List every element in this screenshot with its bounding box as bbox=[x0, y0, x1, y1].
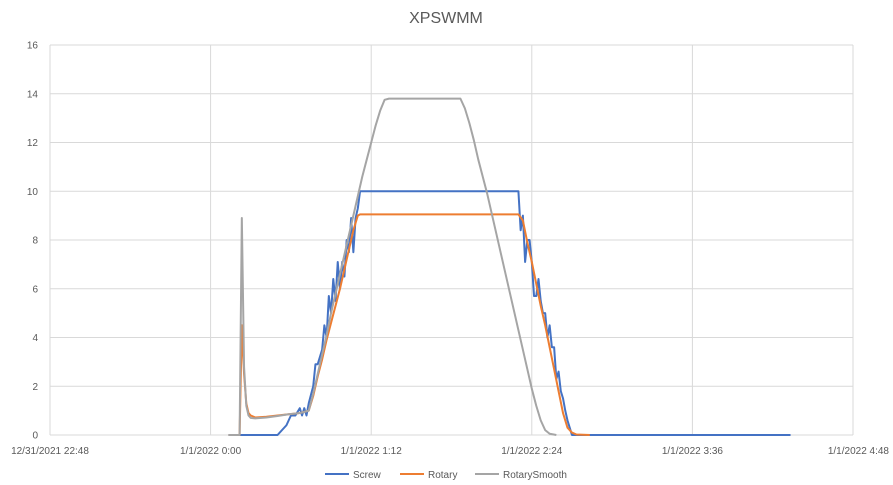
y-tick-label: 14 bbox=[27, 89, 39, 100]
x-tick-label: 1/1/2022 4:48 bbox=[828, 446, 890, 457]
x-tick-label: 1/1/2022 1:12 bbox=[341, 446, 403, 457]
legend-label: Rotary bbox=[428, 470, 457, 481]
x-tick-label: 1/1/2022 3:36 bbox=[662, 446, 724, 457]
series-line-screw bbox=[228, 190, 791, 436]
y-tick-label: 2 bbox=[32, 382, 38, 393]
legend-label: RotarySmooth bbox=[503, 470, 567, 481]
x-tick-label: 12/31/2021 22:48 bbox=[11, 446, 89, 457]
chart-title: XPSWMM bbox=[409, 10, 483, 27]
axes: 0 2 4 6 8 10 12 14 16 12/31/2021 22:48 1/1/2022 0:… bbox=[11, 41, 889, 458]
y-tick-label: 8 bbox=[32, 236, 38, 247]
legend-item-screw: Screw bbox=[325, 470, 382, 481]
y-tick-label: 12 bbox=[27, 138, 39, 149]
legend-label: Screw bbox=[353, 470, 382, 481]
y-tick-label: 0 bbox=[32, 431, 38, 442]
y-tick-label: 16 bbox=[27, 41, 39, 52]
y-tick-label: 4 bbox=[32, 333, 38, 344]
y-tick-label: 10 bbox=[27, 187, 39, 198]
x-tick-label: 1/1/2022 2:24 bbox=[501, 446, 563, 457]
y-tick-label: 6 bbox=[32, 284, 38, 295]
legend: Screw Rotary RotarySmooth bbox=[325, 470, 567, 481]
series-line-rotary bbox=[228, 213, 590, 436]
legend-item-rotary: Rotary bbox=[400, 470, 457, 481]
series-line-rotarysmooth bbox=[228, 97, 557, 436]
series-lines bbox=[228, 97, 791, 436]
x-tick-label: 1/1/2022 0:00 bbox=[180, 446, 242, 457]
legend-item-rotarysmooth: RotarySmooth bbox=[475, 470, 567, 481]
